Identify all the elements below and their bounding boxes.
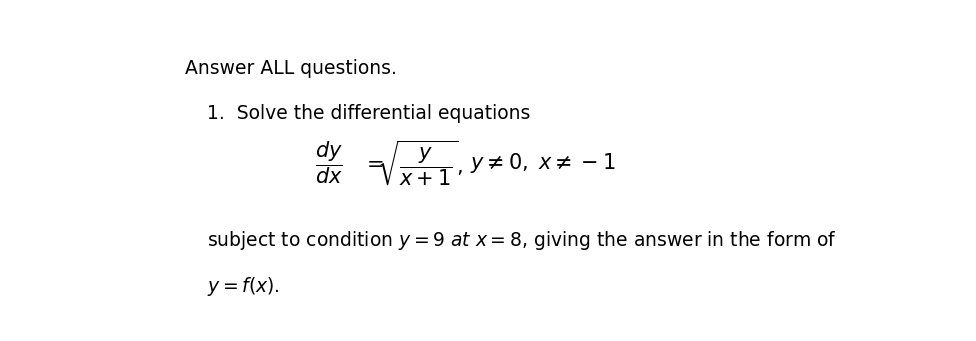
Text: $=$: $=$	[362, 153, 384, 173]
Text: $y \neq 0,$: $y \neq 0,$	[470, 151, 528, 175]
Text: Answer ALL questions.: Answer ALL questions.	[184, 59, 396, 78]
Text: $\dfrac{dy}{dx}$: $\dfrac{dy}{dx}$	[315, 140, 343, 186]
Text: 1.  Solve the differential equations: 1. Solve the differential equations	[208, 104, 531, 123]
Text: $x \neq -1$: $x \neq -1$	[538, 153, 616, 173]
Text: $\sqrt{\dfrac{y}{x+1}},$: $\sqrt{\dfrac{y}{x+1}},$	[377, 138, 463, 188]
Text: subject to condition $y = 9$ $at$ $x = 8$, giving the answer in the form of: subject to condition $y = 9$ $at$ $x = 8…	[208, 229, 837, 252]
Text: $y = f(x).$: $y = f(x).$	[208, 275, 280, 298]
